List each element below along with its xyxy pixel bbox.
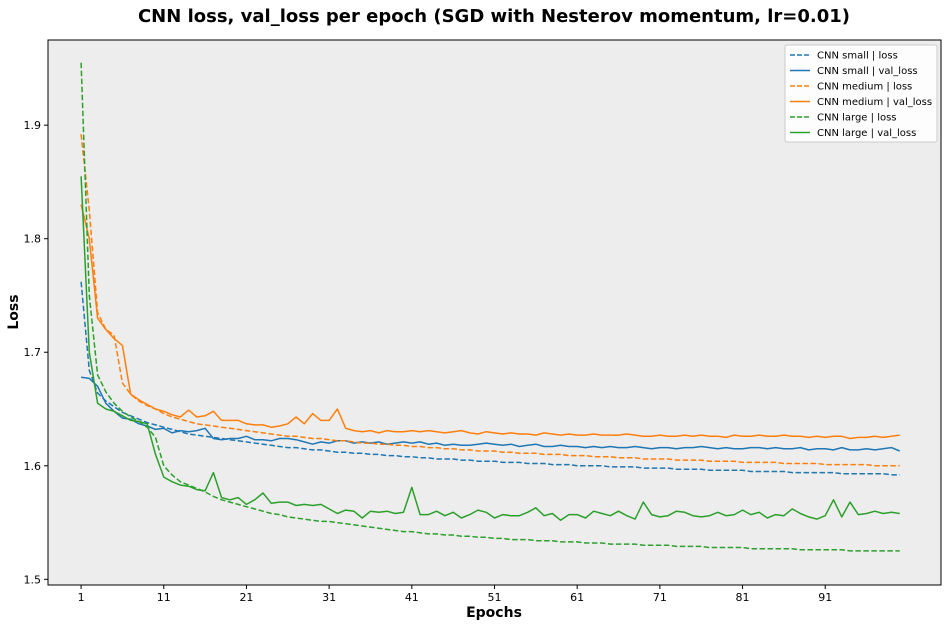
- x-tick-label-0: 1: [78, 591, 85, 604]
- y-axis-ticks: 1.5 1.6 1.7 1.8 1.9: [24, 119, 48, 586]
- x-axis-ticks: 1 11 21 31 41 51 61 71 81 91: [78, 585, 832, 604]
- legend-entry-5: CNN large | val_loss: [817, 128, 916, 139]
- legend-entry-4: CNN large | loss: [817, 113, 897, 124]
- x-tick-label-6: 61: [570, 591, 584, 604]
- x-axis-label: Epochs: [466, 605, 522, 621]
- y-tick-label-0: 1.5: [24, 573, 42, 586]
- y-tick-label-4: 1.9: [24, 119, 42, 132]
- series-line-2: [80, 134, 900, 467]
- x-tick-label-5: 51: [488, 591, 502, 604]
- x-tick-label-2: 21: [239, 591, 253, 604]
- legend: CNN small | loss CNN small | val_loss CNN …: [784, 44, 938, 143]
- x-tick-label-8: 81: [736, 591, 750, 604]
- x-tick-label-3: 31: [322, 591, 336, 604]
- y-tick-label-2: 1.7: [24, 346, 42, 359]
- series-line-0: [80, 281, 900, 476]
- legend-entry-3: CNN medium | val_loss: [817, 97, 932, 108]
- x-tick-label-4: 41: [405, 591, 419, 604]
- series-line-5: [80, 176, 900, 522]
- y-tick-label-1: 1.6: [24, 460, 42, 473]
- x-tick-label-1: 11: [157, 591, 171, 604]
- legend-entry-2: CNN medium | loss: [817, 82, 912, 93]
- legend-entry-0: CNN small | loss: [817, 51, 898, 62]
- legend-entry-1: CNN small | val_loss: [817, 66, 918, 77]
- series-line-4: [80, 62, 900, 552]
- y-tick-label-3: 1.8: [24, 233, 42, 246]
- legend-box: [784, 44, 938, 143]
- x-tick-label-9: 91: [818, 591, 832, 604]
- x-tick-label-7: 71: [653, 591, 667, 604]
- chart-title: CNN loss, val_loss per epoch (SGD with N…: [138, 6, 850, 27]
- series-line-3: [80, 204, 900, 440]
- series-line-1: [80, 376, 900, 452]
- y-axis-label: Loss: [6, 294, 22, 329]
- series-layer: [80, 62, 900, 552]
